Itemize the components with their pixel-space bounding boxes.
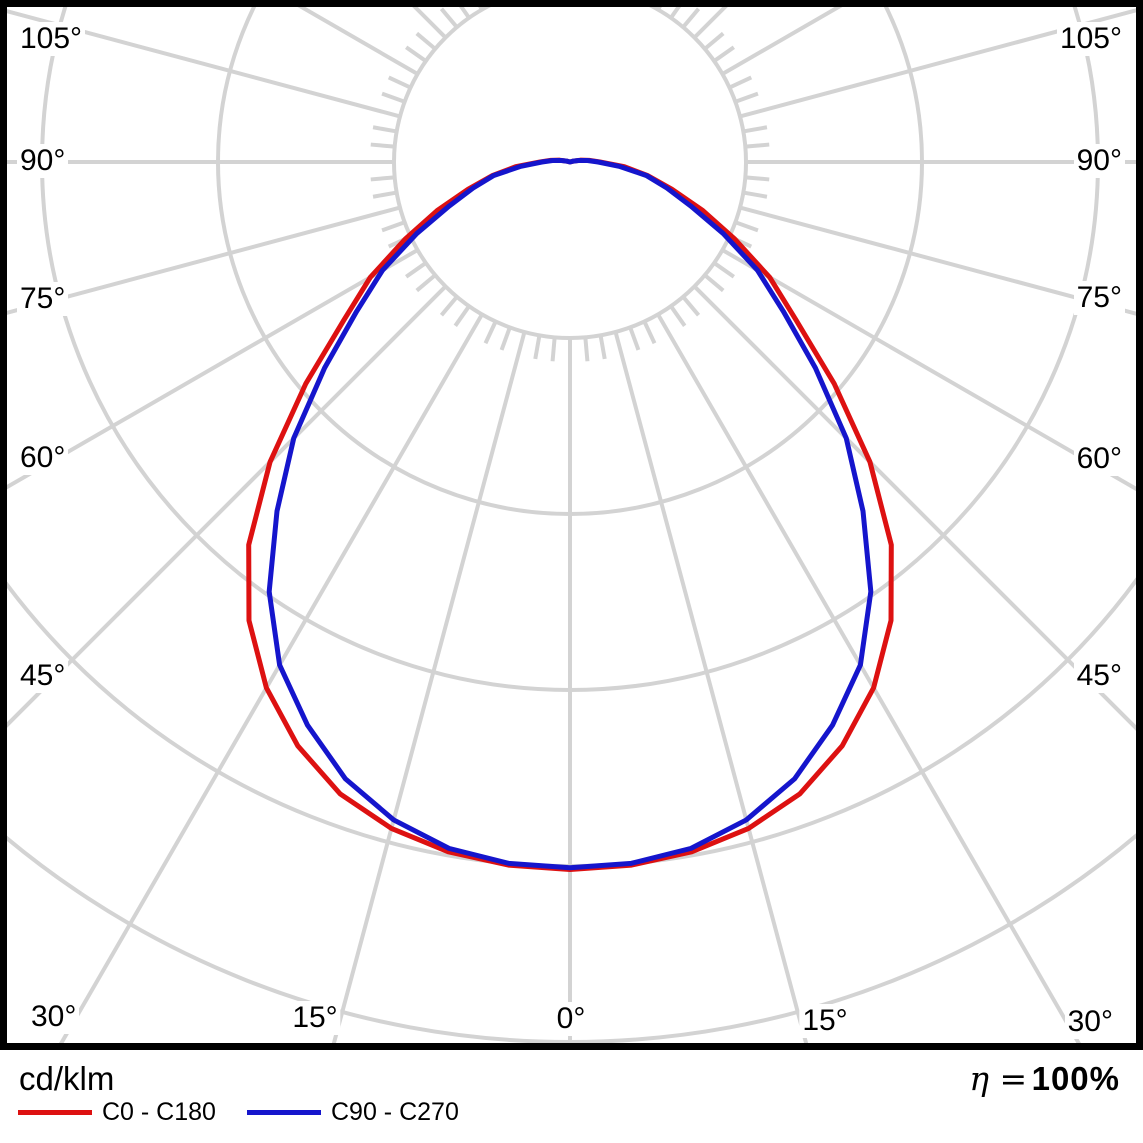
angle-tick — [459, 7, 471, 19]
curve-c90-c270 — [266, 157, 874, 871]
radial-line-315 — [7, 285, 447, 728]
angle-tick — [703, 31, 725, 51]
radial-line-255 — [7, 9, 401, 119]
angle-tick — [628, 326, 641, 351]
angle-tick — [439, 295, 459, 317]
angle-tick — [703, 273, 725, 293]
eta-symbol: η = — [969, 1059, 1028, 1098]
angle-tick — [370, 175, 395, 182]
angle-label-15deg: 15° — [799, 1004, 851, 1038]
angle-tick — [669, 7, 681, 19]
angle-label-30deg: 30° — [28, 1000, 80, 1034]
polar-chart-canvas — [0, 0, 1143, 1050]
angle-tick — [550, 337, 557, 362]
angle-tick — [453, 305, 471, 327]
angle-label-60deg: 60° — [1073, 442, 1125, 476]
angle-label-75deg: 75° — [17, 282, 69, 316]
angle-tick — [405, 45, 427, 63]
angle-label-45deg: 45° — [1073, 659, 1125, 693]
angle-tick — [405, 261, 427, 279]
radial-line-285 — [7, 205, 401, 315]
radial-line-45 — [693, 285, 1136, 731]
angle-tick — [483, 320, 498, 345]
radial-line-330 — [59, 313, 484, 1043]
unit-label: cd/klm — [19, 1060, 115, 1097]
angle-label-105deg: 105° — [17, 22, 86, 56]
angle-tick — [642, 320, 657, 345]
legend-item-c0-c180: C0 - C180 — [18, 1096, 216, 1128]
intensity-curves — [246, 157, 894, 873]
radial-line-300 — [7, 248, 419, 490]
radial-line-345 — [331, 331, 527, 1043]
angle-tick — [745, 142, 770, 149]
radial-line-105 — [739, 8, 1136, 119]
angle-label-60deg: 60° — [17, 441, 69, 475]
plot-frame — [0, 0, 1143, 1050]
angle-label-45deg: 45° — [17, 659, 69, 693]
angle-tick — [533, 334, 542, 360]
angle-tick — [370, 142, 395, 149]
radial-line-75 — [739, 205, 1136, 316]
angle-tick — [415, 273, 437, 293]
radial-line-15 — [613, 331, 809, 1043]
radial-line-60 — [721, 248, 1136, 492]
angle-tick — [381, 91, 406, 104]
angle-tick — [669, 305, 687, 327]
angle-label-105deg: 105° — [1056, 22, 1125, 56]
legend-line-swatch — [18, 1109, 92, 1115]
angle-tick — [499, 326, 512, 351]
angle-label-90deg: 90° — [1073, 144, 1125, 178]
angle-tick — [387, 75, 412, 90]
angle-tick — [745, 175, 770, 182]
polar-grid — [7, 7, 1136, 1043]
angle-tick — [681, 295, 701, 317]
angle-tick — [372, 190, 398, 199]
light-output-ratio: η = 100% — [969, 1059, 1120, 1098]
angle-tick — [742, 190, 768, 199]
eta-value: 100% — [1031, 1060, 1120, 1097]
angle-tick — [381, 220, 406, 233]
angle-tick — [734, 91, 759, 104]
angle-tick — [439, 7, 459, 29]
legend-label: C0 - C180 — [102, 1097, 216, 1126]
legend-label: C90 - C270 — [331, 1097, 459, 1126]
angle-tick — [713, 45, 735, 63]
angle-tick — [734, 220, 759, 233]
angle-tick — [598, 334, 607, 360]
angle-label-30deg: 30° — [1064, 1005, 1116, 1039]
legend-line-swatch — [247, 1109, 321, 1115]
legend-item-c90-c270: C90 - C270 — [247, 1096, 459, 1128]
angle-tick — [742, 125, 768, 134]
angle-label-0deg: 0° — [553, 1002, 589, 1036]
angle-tick — [583, 337, 590, 362]
angle-tick — [372, 125, 398, 134]
angle-tick — [415, 31, 437, 51]
angle-label-15deg: 15° — [289, 1001, 341, 1035]
angle-tick — [713, 261, 735, 279]
angle-label-75deg: 75° — [1073, 281, 1125, 315]
radial-line-30 — [656, 313, 1081, 1043]
angle-tick — [681, 7, 701, 29]
angle-label-90deg: 90° — [17, 144, 69, 178]
grid-ring-1 — [392, 7, 748, 340]
angle-tick — [728, 75, 753, 90]
